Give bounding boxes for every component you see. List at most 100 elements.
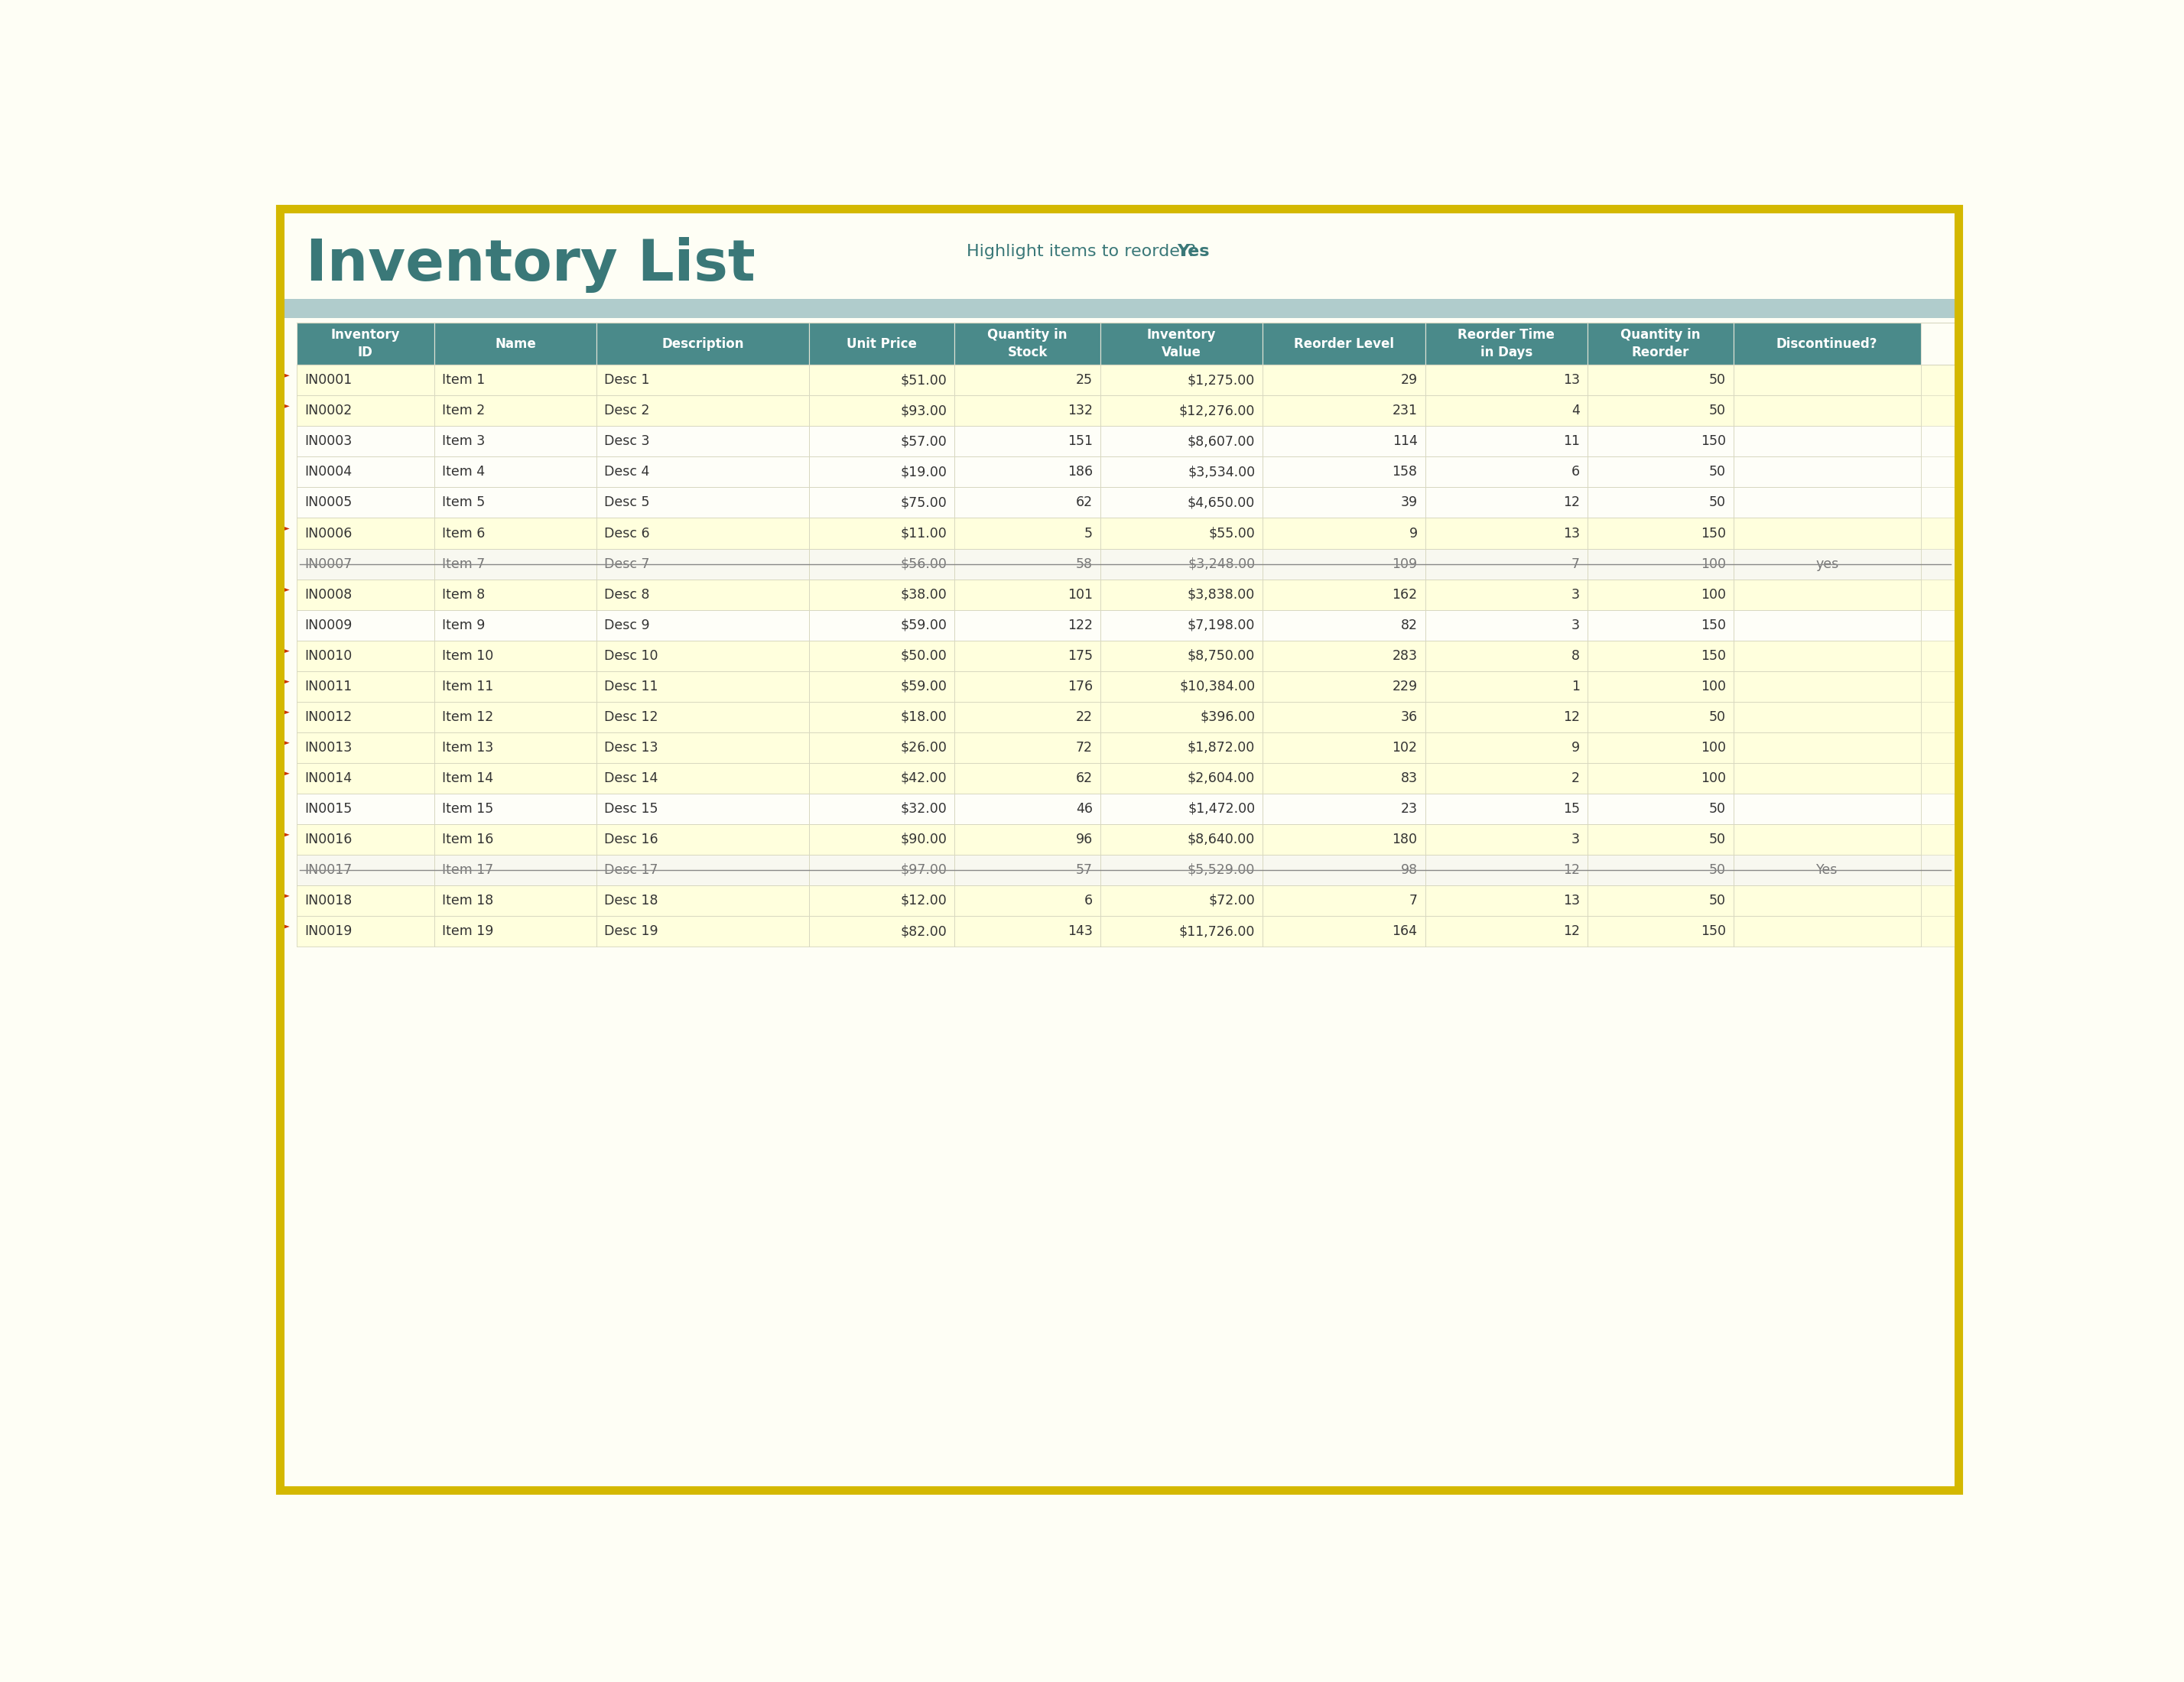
Text: $93.00: $93.00 <box>900 404 948 417</box>
Bar <box>596 365 808 395</box>
Text: $1,275.00: $1,275.00 <box>1188 373 1256 387</box>
Bar <box>1588 824 1734 854</box>
Bar <box>1426 917 1588 947</box>
Bar <box>808 641 954 671</box>
Bar <box>1734 794 1920 824</box>
Bar <box>808 488 954 518</box>
Text: $4,650.00: $4,650.00 <box>1188 496 1256 510</box>
Polygon shape <box>280 923 290 930</box>
Text: 143: 143 <box>1068 925 1092 939</box>
Text: 50: 50 <box>1708 373 1725 387</box>
Bar <box>1734 426 1920 458</box>
Bar <box>596 488 808 518</box>
Bar <box>596 794 808 824</box>
Text: $12,276.00: $12,276.00 <box>1179 404 1256 417</box>
Text: 12: 12 <box>1564 925 1579 939</box>
Bar <box>1588 917 1734 947</box>
Text: Desc 12: Desc 12 <box>605 710 657 723</box>
Text: IN0005: IN0005 <box>304 496 352 510</box>
Bar <box>1734 579 1920 611</box>
Bar <box>1426 824 1588 854</box>
Bar <box>1588 641 1734 671</box>
Bar <box>435 579 596 611</box>
Text: Item 4: Item 4 <box>441 466 485 479</box>
Bar <box>435 641 596 671</box>
Text: 50: 50 <box>1708 466 1725 479</box>
Text: $19.00: $19.00 <box>900 466 948 479</box>
Text: 229: 229 <box>1391 680 1417 693</box>
Bar <box>596 701 808 732</box>
Bar <box>1426 701 1588 732</box>
Bar <box>596 917 808 947</box>
Text: $11,726.00: $11,726.00 <box>1179 925 1256 939</box>
Bar <box>1734 917 1920 947</box>
Bar <box>435 764 596 794</box>
Text: 62: 62 <box>1077 772 1092 785</box>
Bar <box>1734 518 1920 548</box>
Bar <box>1588 885 1734 917</box>
Text: 83: 83 <box>1400 772 1417 785</box>
Bar <box>297 854 1955 885</box>
Text: $12.00: $12.00 <box>900 893 948 908</box>
Bar <box>1101 764 1262 794</box>
Bar <box>596 885 808 917</box>
Text: $3,534.00: $3,534.00 <box>1188 466 1256 479</box>
Text: Item 11: Item 11 <box>441 680 494 693</box>
Bar <box>954 764 1101 794</box>
Bar <box>596 732 808 764</box>
Bar <box>954 488 1101 518</box>
Text: 13: 13 <box>1564 526 1579 540</box>
Bar <box>808 917 954 947</box>
Text: 98: 98 <box>1400 863 1417 876</box>
Bar <box>954 458 1101 488</box>
Bar <box>954 824 1101 854</box>
Bar <box>1101 885 1262 917</box>
Bar <box>297 764 435 794</box>
Text: 12: 12 <box>1564 496 1579 510</box>
Bar <box>297 458 435 488</box>
Bar <box>1262 671 1426 701</box>
Text: 101: 101 <box>1068 587 1092 602</box>
Bar <box>954 917 1101 947</box>
Text: $18.00: $18.00 <box>900 710 948 723</box>
Bar <box>435 518 596 548</box>
Text: Yes: Yes <box>1177 244 1210 259</box>
Bar <box>1262 611 1426 641</box>
Bar <box>1101 854 1262 885</box>
Bar <box>1734 824 1920 854</box>
Text: 58: 58 <box>1077 557 1092 570</box>
Bar <box>297 854 435 885</box>
Bar <box>1262 365 1426 395</box>
Text: Desc 18: Desc 18 <box>605 893 657 908</box>
Bar <box>1101 426 1262 458</box>
Text: 1: 1 <box>1572 680 1579 693</box>
Bar <box>954 854 1101 885</box>
Text: $8,607.00: $8,607.00 <box>1188 434 1256 449</box>
Bar <box>1101 641 1262 671</box>
Text: $8,640.00: $8,640.00 <box>1188 833 1256 846</box>
Text: Item 8: Item 8 <box>441 587 485 602</box>
Text: Quantity in
Reorder: Quantity in Reorder <box>1621 328 1701 358</box>
Bar <box>1262 732 1426 764</box>
Bar <box>954 641 1101 671</box>
Text: 151: 151 <box>1068 434 1092 449</box>
Bar <box>954 548 1101 579</box>
Bar <box>1101 518 1262 548</box>
Bar <box>1262 426 1426 458</box>
Text: $97.00: $97.00 <box>900 863 948 876</box>
Text: Desc 16: Desc 16 <box>605 833 657 846</box>
Bar <box>1588 426 1734 458</box>
Text: 13: 13 <box>1564 893 1579 908</box>
Text: Desc 17: Desc 17 <box>605 863 657 876</box>
Text: 100: 100 <box>1701 772 1725 785</box>
Bar <box>1101 611 1262 641</box>
Text: 109: 109 <box>1391 557 1417 570</box>
Text: 50: 50 <box>1708 893 1725 908</box>
Polygon shape <box>280 738 290 747</box>
Text: 9: 9 <box>1409 526 1417 540</box>
Bar <box>435 426 596 458</box>
Bar <box>297 824 1955 854</box>
Bar <box>954 426 1101 458</box>
Bar <box>808 579 954 611</box>
Bar <box>596 641 808 671</box>
